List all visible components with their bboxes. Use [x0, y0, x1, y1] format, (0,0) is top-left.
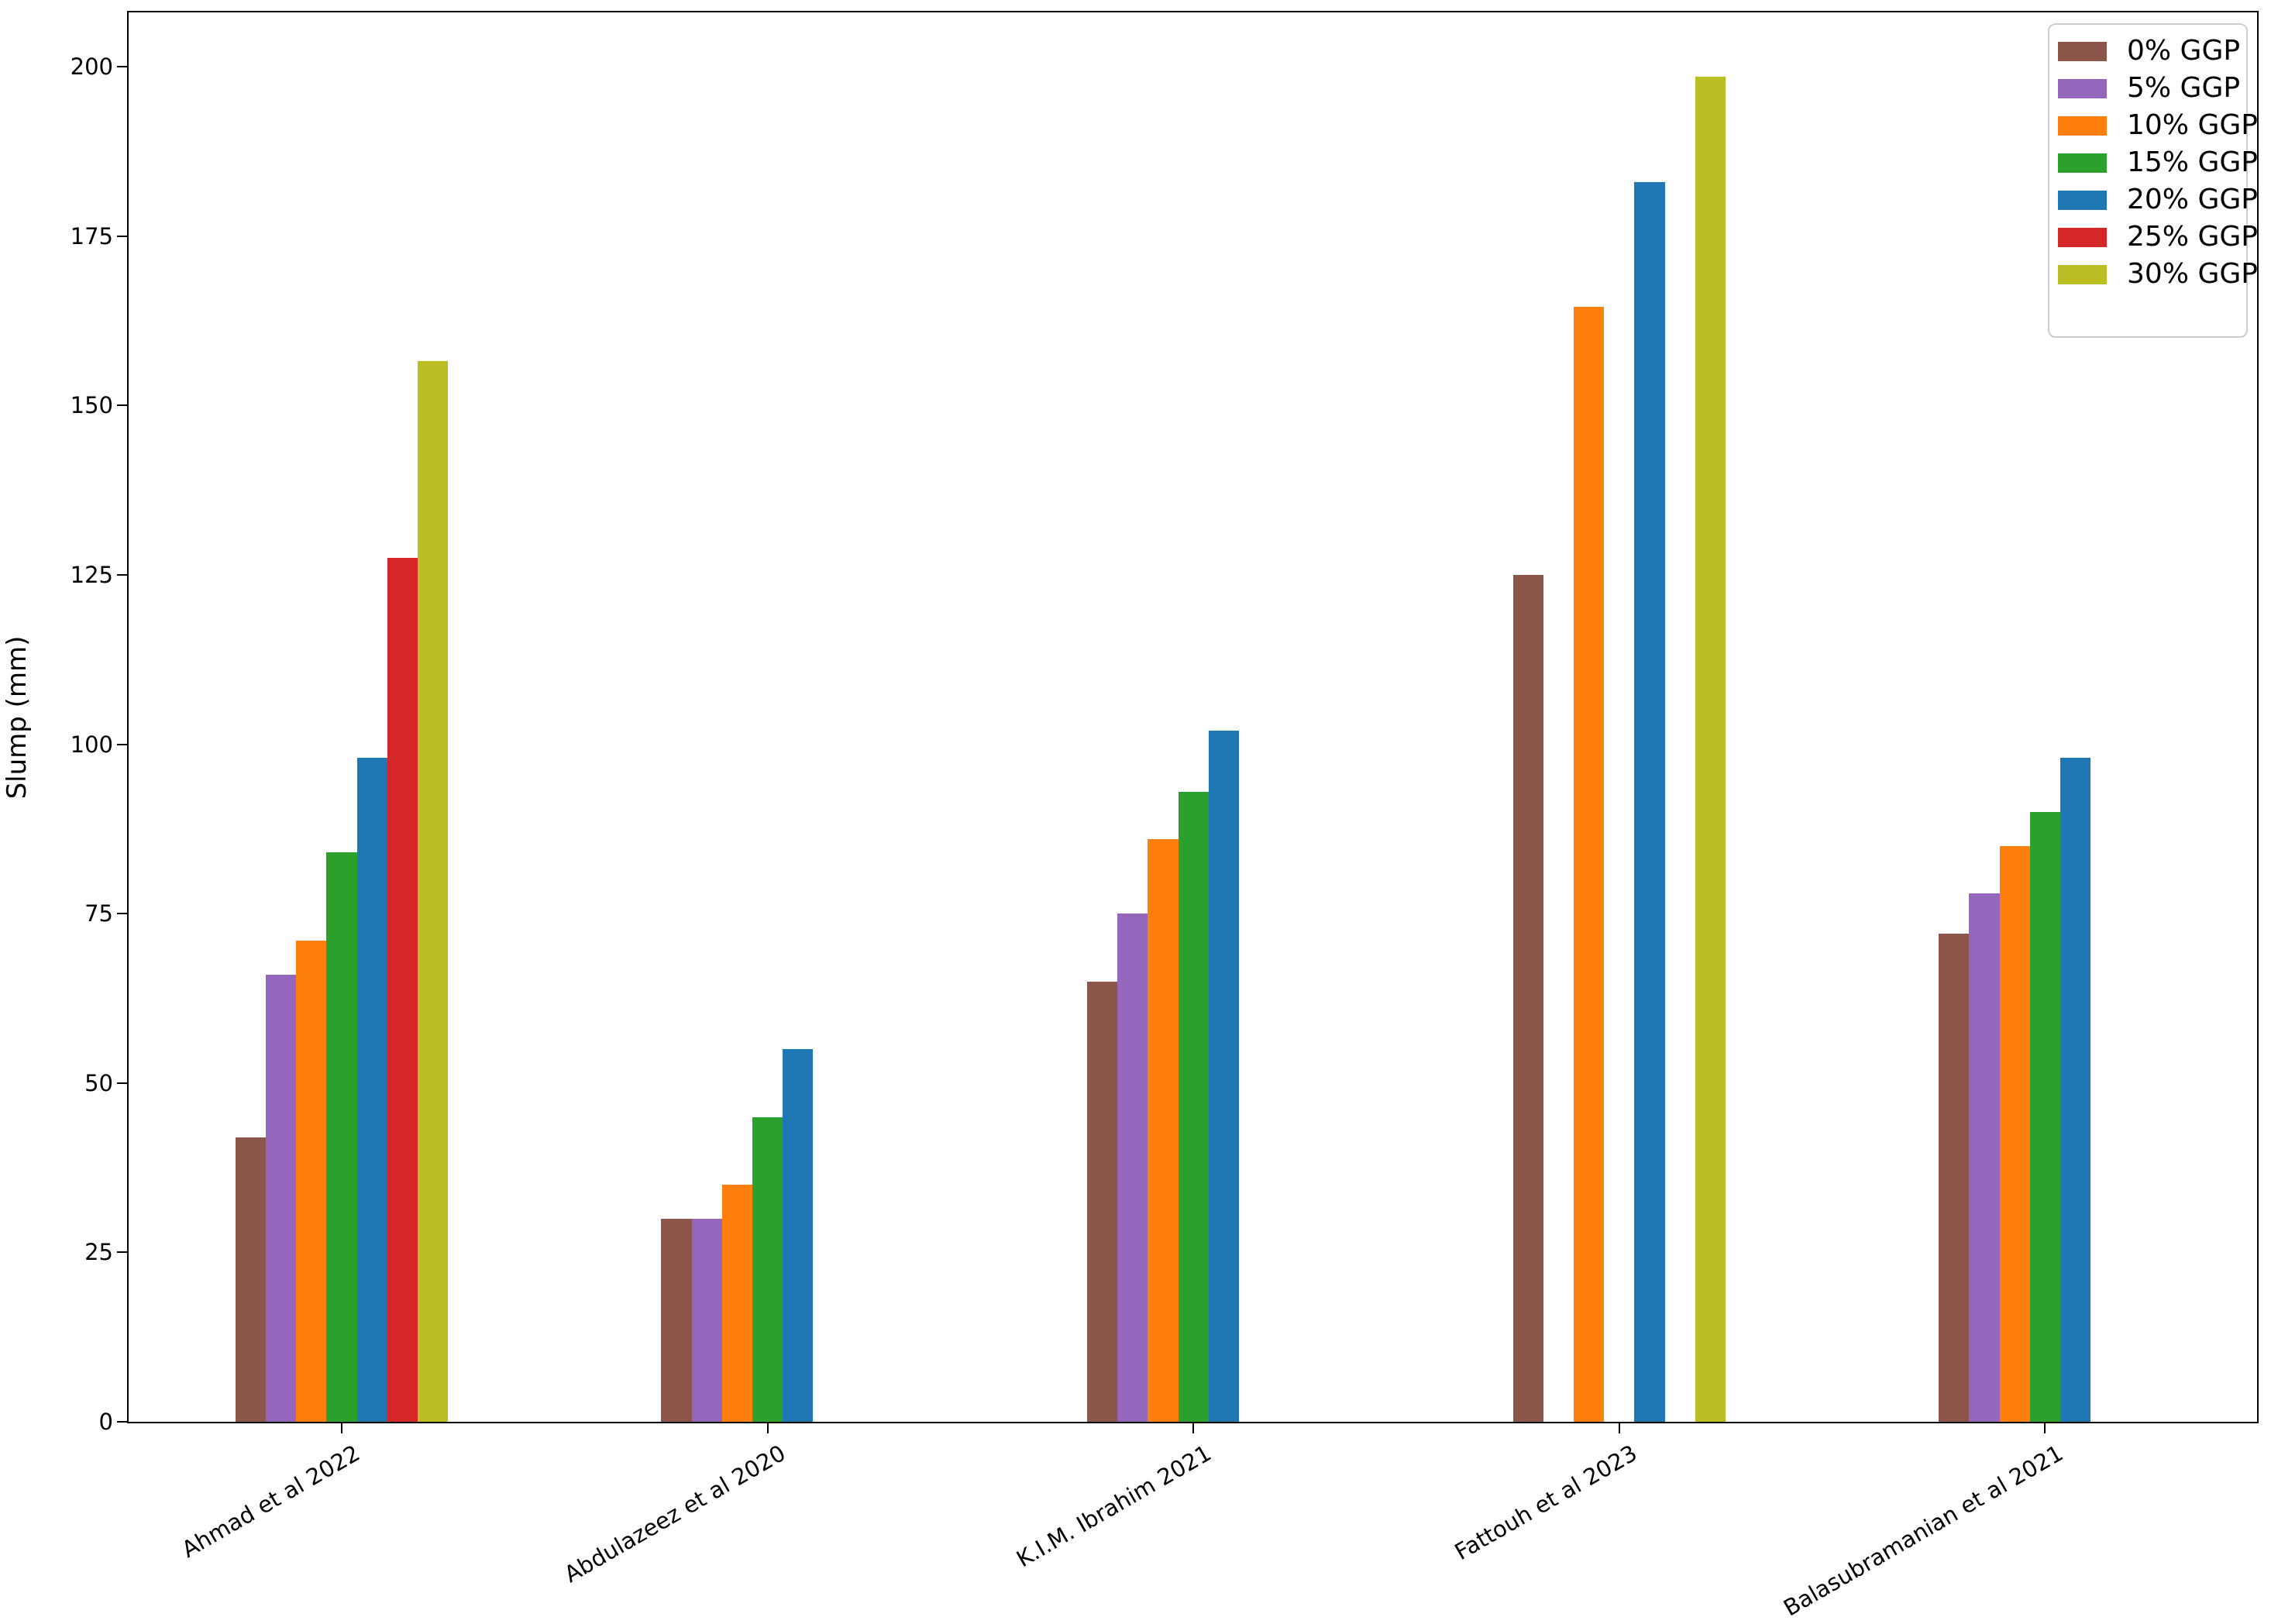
y-tick-label: 50	[84, 1069, 113, 1096]
bar	[1208, 731, 1239, 1422]
bar	[1087, 981, 1118, 1422]
x-tick-mark	[1192, 1423, 1195, 1433]
legend-item: 10% GGP	[2058, 107, 2258, 144]
x-tick-label: Balasubramanian et al 2021	[1779, 1440, 2068, 1622]
x-tick-mark	[1618, 1423, 1620, 1433]
y-axis-title: Slump (mm)	[2, 635, 33, 800]
bar	[326, 852, 357, 1422]
bar	[721, 1184, 752, 1422]
legend-item: 5% GGP	[2058, 70, 2246, 107]
y-tick-mark	[117, 913, 127, 915]
bar	[783, 1049, 814, 1422]
x-tick-label: Fattouh et al 2023	[1450, 1440, 1642, 1566]
bar	[1512, 574, 1543, 1422]
x-tick-mark	[2044, 1423, 2046, 1433]
bar	[387, 558, 418, 1422]
y-tick-label: 200	[70, 53, 113, 80]
y-tick-label: 175	[70, 222, 113, 249]
legend-swatch	[2058, 264, 2107, 284]
y-tick-label: 100	[70, 731, 113, 758]
legend-label: 15% GGP	[2127, 146, 2258, 178]
bar	[752, 1116, 783, 1422]
y-tick-mark	[117, 1251, 127, 1254]
bar	[356, 758, 387, 1422]
y-tick-label: 150	[70, 392, 113, 419]
bar	[235, 1137, 266, 1422]
bar	[418, 361, 449, 1422]
bar	[691, 1218, 722, 1422]
y-tick-label: 25	[84, 1239, 113, 1266]
legend: 0% GGP 5% GGP 10% GGP 15% GGP 20% GGP 25% GGP…	[2048, 23, 2258, 338]
legend-label: 5% GGP	[2127, 72, 2241, 104]
y-tick-label: 0	[98, 1409, 113, 1435]
bar	[1117, 914, 1148, 1422]
bar	[661, 1218, 692, 1422]
legend-label: 10% GGP	[2127, 109, 2258, 141]
bar	[266, 974, 297, 1422]
legend-item: 0% GGP	[2058, 33, 2246, 70]
legend-swatch	[2058, 115, 2107, 136]
legend-label: 30% GGP	[2127, 258, 2258, 290]
bar	[1695, 77, 1726, 1422]
y-tick-mark	[117, 404, 127, 407]
bar	[1574, 307, 1605, 1422]
legend-swatch	[2058, 153, 2107, 173]
bar	[2029, 812, 2060, 1422]
y-tick-mark	[117, 235, 127, 237]
y-tick-mark	[117, 66, 127, 67]
y-tick-mark	[117, 1082, 127, 1084]
x-tick-label: Ahmad et al 2022	[177, 1440, 364, 1564]
y-tick-label: 125	[70, 561, 113, 588]
legend-label: 25% GGP	[2127, 221, 2258, 253]
legend-item: 15% GGP	[2058, 144, 2258, 181]
y-tick-mark	[117, 1421, 127, 1423]
bar	[296, 941, 327, 1422]
x-tick-mark	[341, 1423, 342, 1433]
y-tick-label: 75	[84, 900, 113, 927]
x-tick-mark	[766, 1423, 769, 1433]
legend-swatch	[2058, 227, 2107, 247]
x-tick-label: K.I.M. Ibrahim 2021	[1012, 1440, 1216, 1573]
legend-swatch	[2058, 190, 2107, 210]
x-tick-label: Abdulazeez et al 2020	[559, 1440, 790, 1588]
y-tick-mark	[117, 743, 127, 745]
bar	[1939, 934, 1970, 1422]
bar	[2060, 758, 2091, 1422]
bar	[1969, 893, 2000, 1422]
bar	[1148, 838, 1179, 1422]
legend-swatch	[2058, 78, 2107, 98]
legend-label: 20% GGP	[2127, 184, 2258, 215]
bar	[1178, 791, 1209, 1422]
bar	[1634, 181, 1665, 1422]
y-tick-mark	[117, 573, 127, 576]
legend-swatch	[2058, 41, 2107, 61]
bar	[1999, 845, 2030, 1422]
legend-item: 25% GGP	[2058, 218, 2258, 256]
legend-item: 30% GGP	[2058, 256, 2258, 293]
legend-label: 0% GGP	[2127, 35, 2241, 67]
legend-item: 20% GGP	[2058, 181, 2258, 218]
